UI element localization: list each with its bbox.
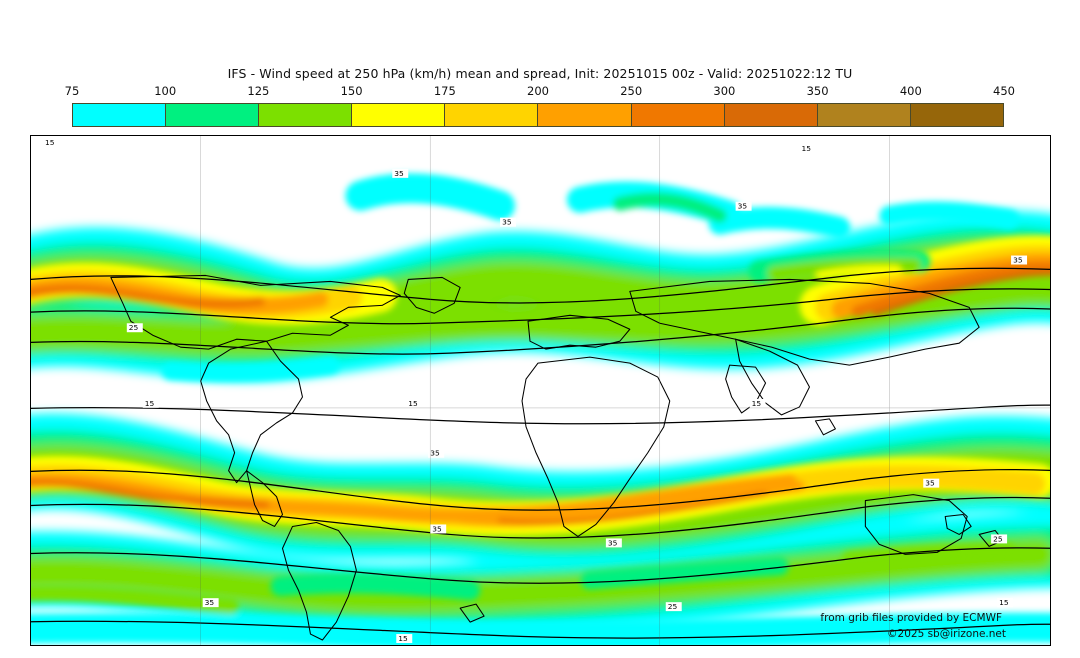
svg-text:35: 35 (502, 218, 512, 227)
svg-text:15: 15 (408, 399, 418, 408)
nh-secondary-shading (161, 173, 1020, 382)
colorbar-tick-400: 400 (899, 84, 922, 98)
colorbar-segment-400-450 (910, 104, 1003, 126)
spread-contours (31, 267, 1050, 639)
colorbar-segment-125-150 (259, 104, 353, 126)
coastlines (110, 274, 1004, 641)
svg-text:15: 15 (999, 598, 1009, 607)
colorbar: 75 100 125 150 175 200 250 300 350 400 450 (65, 84, 1015, 127)
colorbar-segment-175-200 (445, 104, 539, 126)
contour-labels: 15 35 35 35 15 35 25 15 15 15 35 35 35 3… (42, 138, 1028, 643)
page-title: IFS - Wind speed at 250 hPa (km/h) mean … (227, 66, 853, 81)
colorbar-segment-300-350 (724, 104, 818, 126)
svg-text:25: 25 (668, 602, 678, 611)
svg-text:25: 25 (993, 534, 1003, 543)
svg-text:35: 35 (925, 479, 935, 488)
colorbar-tick-300: 300 (713, 84, 736, 98)
colorbar-segment-75-100 (73, 104, 167, 126)
colorbar-tick-250: 250 (620, 84, 643, 98)
svg-text:15: 15 (752, 399, 762, 408)
svg-text:35: 35 (608, 538, 618, 547)
svg-text:15: 15 (45, 138, 55, 147)
svg-text:35: 35 (430, 449, 440, 458)
colorbar-segment-350-400 (817, 104, 911, 126)
copyright-notice: ©2025 sb@irizone.net (887, 628, 1006, 640)
svg-text:35: 35 (394, 169, 404, 178)
colorbar-tick-125: 125 (247, 84, 270, 98)
colorbar-tick-200: 200 (527, 84, 549, 98)
colorbar-tick-100: 100 (154, 84, 177, 98)
map-frame[interactable]: 15 35 35 35 15 35 25 15 15 15 35 35 35 3… (30, 135, 1051, 646)
svg-text:35: 35 (205, 598, 215, 607)
graticule (31, 136, 1050, 645)
colorbar-segment-150-175 (352, 104, 446, 126)
svg-text:35: 35 (1013, 256, 1023, 265)
colorbar-tick-75: 75 (64, 84, 80, 98)
colorbar-segment-200-250 (538, 104, 632, 126)
colorbar-segment-250-300 (631, 104, 725, 126)
colorbar-segment-100-125 (166, 104, 260, 126)
svg-text:35: 35 (738, 202, 748, 211)
map-canvas: 15 35 35 35 15 35 25 15 15 15 35 35 35 3… (31, 136, 1050, 645)
data-source-credit: from grib files provided by ECMWF (820, 612, 1002, 624)
sh-jet-cores (31, 455, 1050, 536)
colorbar-tick-350: 350 (806, 84, 829, 98)
svg-text:15: 15 (801, 144, 811, 153)
colorbar-tick-labels: 75 100 125 150 175 200 250 300 350 400 450 (65, 84, 1015, 100)
colorbar-tick-150: 150 (340, 84, 363, 98)
svg-text:25: 25 (129, 323, 139, 332)
colorbar-tick-450: 450 (993, 84, 1015, 98)
colorbar-swatches (72, 103, 1004, 127)
svg-text:35: 35 (432, 524, 442, 533)
svg-text:15: 15 (398, 634, 408, 643)
colorbar-tick-175: 175 (433, 84, 456, 98)
svg-text:15: 15 (145, 399, 155, 408)
